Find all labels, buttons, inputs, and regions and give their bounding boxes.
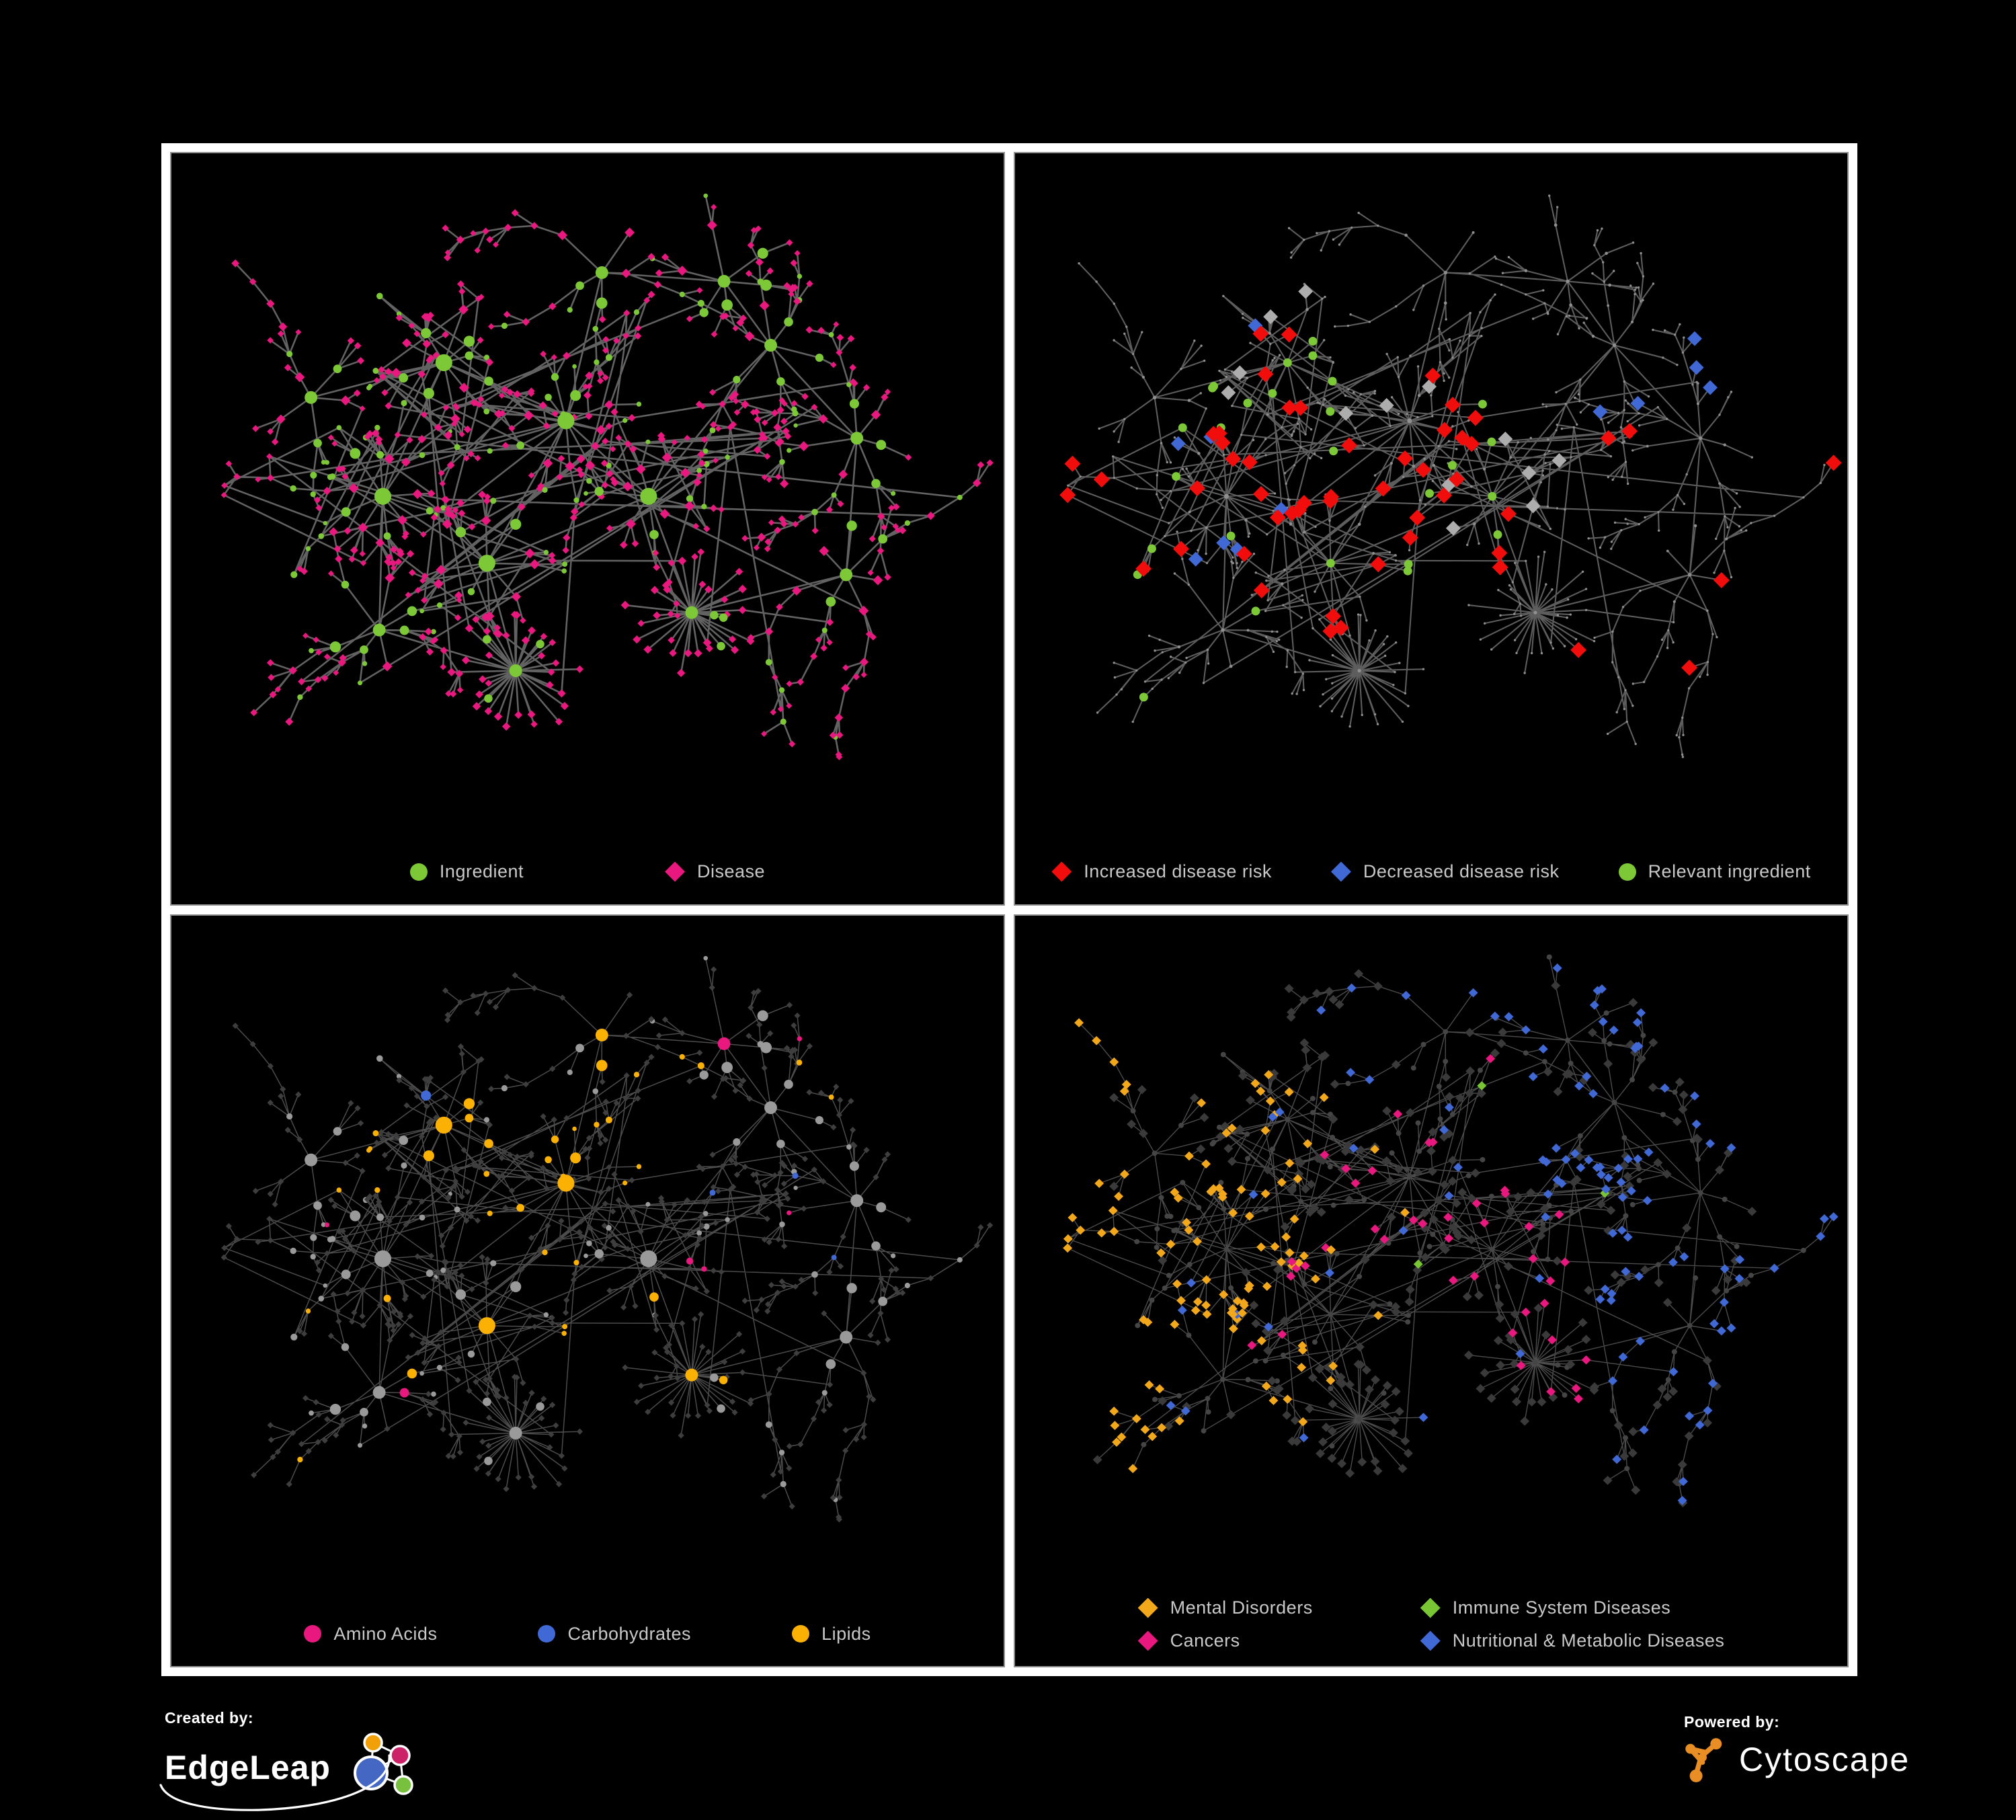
legend-disease-risk: Increased disease risk Decreased disease… (1015, 840, 1847, 904)
cytoscape-node (1685, 1743, 1696, 1754)
edges (1067, 195, 1834, 758)
legend-item-nutritional-metabolic: Nutritional & Metabolic Diseases (1420, 1630, 1725, 1651)
legend-item-disease: Disease (665, 861, 765, 882)
cytoscape-node (1689, 1769, 1703, 1782)
legend-item-carbohydrates: Carbohydrates (538, 1624, 691, 1645)
lipids-swatch (792, 1625, 810, 1643)
cytoscape-logo-text: Cytoscape (1739, 1741, 1910, 1778)
legend-label: Lipids (821, 1623, 871, 1644)
nutritional-metabolic-swatch (1420, 1630, 1441, 1651)
network-graph-ingredient-disease (220, 193, 994, 760)
panel-disease-categories: Mental Disorders Immune System Diseases … (1014, 914, 1849, 1667)
edgeleap-node-blue (353, 1755, 389, 1790)
legend-label: Immune System Diseases (1452, 1597, 1671, 1618)
cancers-swatch (1137, 1630, 1158, 1651)
panel-nutrient-classes: Amino Acids Carbohydrates Lipids (170, 914, 1005, 1667)
legend-item-amino-acids: Amino Acids (304, 1624, 437, 1645)
decreased-risk-swatch (1330, 861, 1351, 882)
legend-label: Carbohydrates (567, 1623, 692, 1644)
powered-by-label: Powered by: (1684, 1713, 1780, 1731)
legend-item-immune-diseases: Immune System Diseases (1420, 1597, 1725, 1618)
edgeleap-node-pink (389, 1745, 411, 1766)
legend-label: Nutritional & Metabolic Diseases (1452, 1630, 1725, 1651)
legend-label: Ingredient (439, 861, 524, 881)
legend-item-mental-disorders: Mental Disorders (1137, 1597, 1313, 1618)
disease-swatch (665, 861, 686, 882)
increased-risk-swatch (1051, 861, 1072, 882)
legend-label: Decreased disease risk (1363, 861, 1560, 881)
panel-ingredient-disease: Ingredient Disease (170, 152, 1005, 906)
legend-label: Disease (697, 861, 766, 881)
legend-item-cancers: Cancers (1137, 1630, 1313, 1651)
relevant-ingredient-swatch (1618, 863, 1636, 881)
nodes (220, 193, 994, 760)
legend-disease-categories: Mental Disorders Immune System Diseases … (1015, 1583, 1847, 1666)
network-graph-nutrient-classes (220, 955, 994, 1522)
carbohydrates-swatch (538, 1625, 556, 1643)
legend-label: Amino Acids (333, 1623, 438, 1644)
amino-acids-swatch (304, 1625, 322, 1643)
edgeleap-logo-text: EdgeLeap (165, 1749, 331, 1786)
edgeleap-node-orange (363, 1733, 383, 1753)
cytoscape-credit: Powered by: Cytoscape (1684, 1713, 1910, 1784)
legend-item-increased-risk: Increased disease risk (1051, 861, 1272, 882)
legend-label: Relevant ingredient (1648, 861, 1811, 881)
legend-ingredient-disease: Ingredient Disease (171, 840, 1004, 904)
cytoscape-node (1710, 1738, 1722, 1750)
immune-diseases-swatch (1420, 1597, 1441, 1618)
panel-grid: Ingredient Disease Increased disease ris… (161, 143, 1857, 1676)
legend-item-ingredient: Ingredient (409, 861, 524, 882)
legend-item-lipids: Lipids (792, 1624, 871, 1645)
legend-item-decreased-risk: Decreased disease risk (1330, 861, 1560, 882)
edgeleap-node-green (393, 1775, 413, 1795)
edgeleap-credit: Created by: EdgeLeap (159, 1709, 419, 1811)
ingredient-swatch (409, 863, 428, 881)
mental-disorders-swatch (1137, 1597, 1158, 1618)
network-graph-disease-risk (1059, 194, 1842, 758)
legend-nutrient-classes: Amino Acids Carbohydrates Lipids (171, 1601, 1004, 1666)
panel-disease-risk: Increased disease risk Decreased disease… (1014, 152, 1849, 906)
nodes (220, 955, 994, 1522)
cytoscape-logo-icon (1685, 1738, 1722, 1782)
created-by-label: Created by: (165, 1709, 254, 1727)
legend-label: Cancers (1170, 1630, 1240, 1651)
cytoscape-node (1698, 1753, 1707, 1762)
legend-label: Increased disease risk (1084, 861, 1272, 881)
network-graph-disease-categories (1063, 954, 1839, 1507)
edgeleap-logo-icon (353, 1733, 413, 1795)
legend-item-relevant-ingredient: Relevant ingredient (1618, 861, 1811, 882)
legend-label: Mental Disorders (1170, 1597, 1313, 1618)
